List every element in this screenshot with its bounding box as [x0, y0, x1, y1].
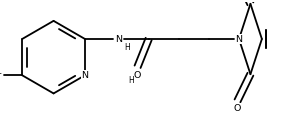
Text: N: N	[82, 71, 88, 80]
Text: N: N	[115, 34, 122, 43]
Text: H: H	[125, 43, 130, 52]
Text: H: H	[128, 76, 133, 84]
Text: N: N	[236, 34, 243, 43]
Text: Br: Br	[0, 71, 2, 80]
Text: O: O	[134, 71, 141, 80]
Text: O: O	[234, 104, 241, 113]
